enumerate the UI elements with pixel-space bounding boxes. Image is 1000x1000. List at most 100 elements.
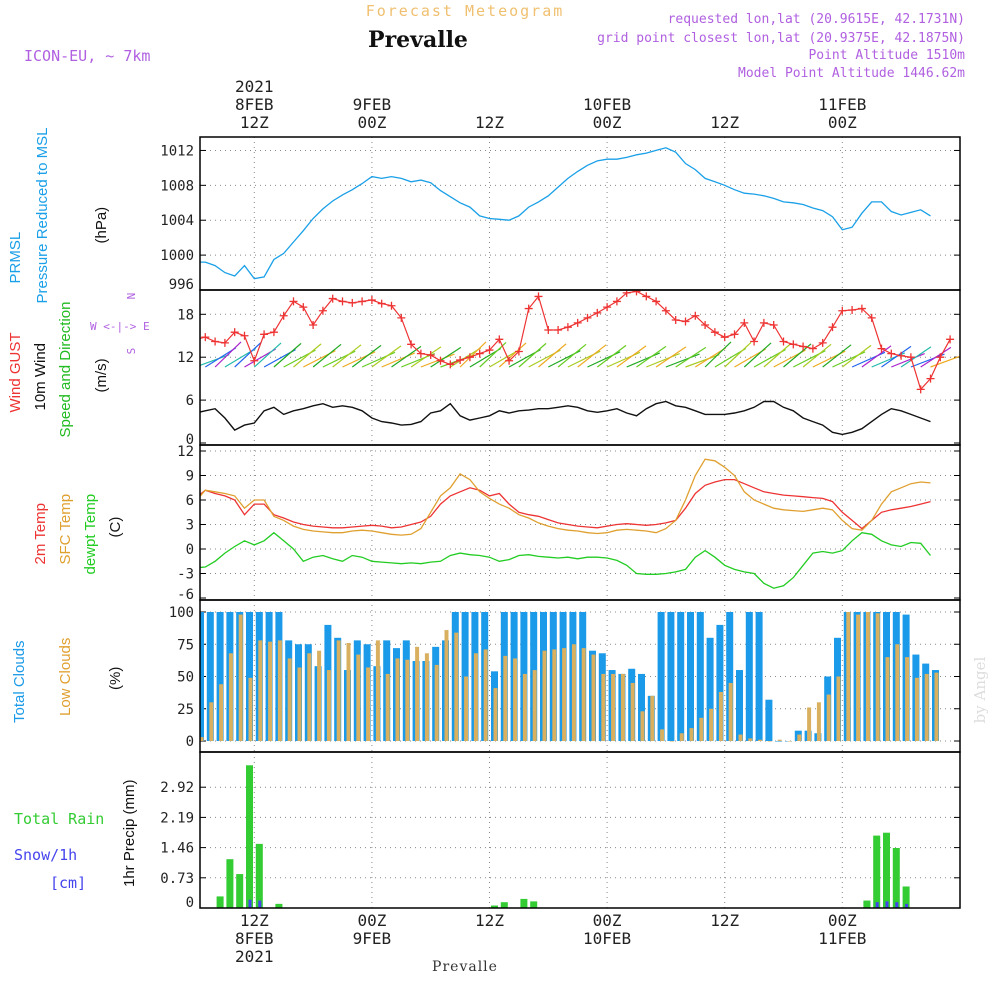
gust-point: [475, 349, 484, 358]
wind-arrow: [851, 351, 886, 368]
gust-point: [750, 337, 759, 346]
low-cloud-bar: [914, 677, 919, 741]
ytick-label: 996: [169, 277, 194, 293]
gust-point: [583, 313, 592, 322]
rain-bar: [275, 903, 283, 908]
low-cloud-bar: [277, 640, 282, 741]
low-cloud-bar: [405, 659, 410, 741]
ytick-label: 9: [186, 469, 194, 485]
total-cloud-bar: [706, 637, 714, 741]
low-cloud-bar: [797, 734, 802, 741]
low-cloud-bar: [336, 640, 341, 741]
low-cloud-bar: [395, 658, 400, 741]
low-cloud-bar: [434, 664, 439, 741]
gust-point: [524, 304, 533, 313]
low-cloud-bar: [238, 614, 243, 741]
wind-arrow: [920, 346, 952, 368]
snow-bar: [905, 903, 909, 908]
gust-point: [348, 298, 357, 307]
low-cloud-bar: [454, 632, 459, 741]
gust-point: [534, 292, 543, 301]
rain-bar: [902, 886, 910, 908]
bottom-axis-hour: 00Z: [828, 911, 857, 930]
low-cloud-bar: [630, 682, 635, 741]
low-cloud-bar: [846, 612, 851, 741]
plot-area: [200, 612, 939, 742]
gust-point: [397, 313, 406, 322]
top-axis-date: 8FEB: [235, 95, 274, 114]
panel-frame: [199, 136, 961, 291]
bottom-axis-year: 2021: [235, 947, 274, 966]
gust-point: [710, 328, 719, 337]
wind-arrow: [410, 346, 442, 368]
gust-point: [338, 297, 347, 306]
wind-arrow: [273, 342, 302, 368]
snow-bar: [895, 902, 899, 908]
total-cloud-bar: [726, 612, 734, 741]
gust-point: [603, 303, 612, 312]
ylabel-low-clouds: Low Clouds: [57, 638, 74, 716]
low-cloud-bar: [718, 691, 723, 741]
low-cloud-bar: [424, 653, 429, 741]
gust-point: [299, 303, 308, 312]
total-cloud-bar: [638, 673, 645, 741]
top-axis-hour: 00Z: [593, 113, 622, 132]
low-cloud-bar: [297, 667, 302, 741]
plot-area: [216, 765, 910, 908]
snow-bar: [885, 901, 889, 908]
low-cloud-bar: [934, 672, 939, 741]
gust-point: [220, 338, 229, 347]
low-cloud-bar: [748, 738, 753, 741]
low-cloud-bar: [777, 739, 782, 741]
low-cloud-bar: [268, 641, 273, 741]
ylabel-precip: 1hr Precip (mm): [121, 779, 138, 887]
total-cloud-bar: [687, 612, 694, 741]
plot-area: [200, 147, 931, 280]
low-cloud-bar: [503, 655, 508, 741]
ylabel-temp2m: 2m Temp: [32, 503, 49, 564]
gust-point: [318, 306, 327, 315]
gust-point: [426, 351, 435, 360]
ytick-label: 0: [186, 895, 194, 911]
gust-point: [848, 306, 857, 315]
model-label: ICON-EU, ~ 7km: [24, 47, 150, 65]
wind-arrow: [646, 352, 680, 368]
ytick-label: 0: [186, 734, 194, 750]
gust-point: [505, 356, 514, 365]
gust-point: [779, 337, 788, 346]
panel-wind: 0 6 12 18 Wind GUST 10m Wind Speed and Directi…: [7, 289, 961, 448]
low-cloud-bar: [317, 650, 322, 741]
wind-arrow: [351, 344, 382, 368]
low-cloud-bar: [287, 658, 292, 741]
ytick-label: 12: [177, 444, 194, 460]
panel-frame: [199, 289, 961, 446]
snow-bar: [875, 902, 879, 908]
gust-point: [573, 318, 582, 327]
total-cloud-bar: [667, 612, 675, 741]
gust-point: [838, 306, 847, 315]
total-cloud-bar: [206, 612, 214, 741]
ylabel-unit: (C): [107, 517, 124, 538]
low-cloud-bar: [895, 644, 900, 741]
ytick-label: 1008: [160, 178, 194, 194]
total-cloud-bar: [745, 612, 753, 741]
low-cloud-bar: [738, 734, 743, 741]
low-cloud-bar: [758, 739, 763, 741]
plot-area: [200, 458, 932, 589]
rain-bar: [236, 874, 244, 908]
low-cloud-bar: [875, 613, 880, 741]
bottom-axis-hour: 00Z: [593, 911, 622, 930]
wind-arrow: [214, 341, 242, 368]
wind10m-line: [200, 400, 931, 436]
low-cloud-bar: [444, 630, 449, 741]
ylabel-unit: (m/s): [93, 358, 110, 392]
rain-bar: [520, 898, 528, 908]
wind-arrow: [312, 343, 342, 368]
gust-point: [701, 321, 710, 330]
gust-point: [887, 349, 896, 358]
gust-point: [554, 326, 563, 335]
wind-arrow: [430, 346, 462, 368]
gust-point: [769, 321, 778, 330]
